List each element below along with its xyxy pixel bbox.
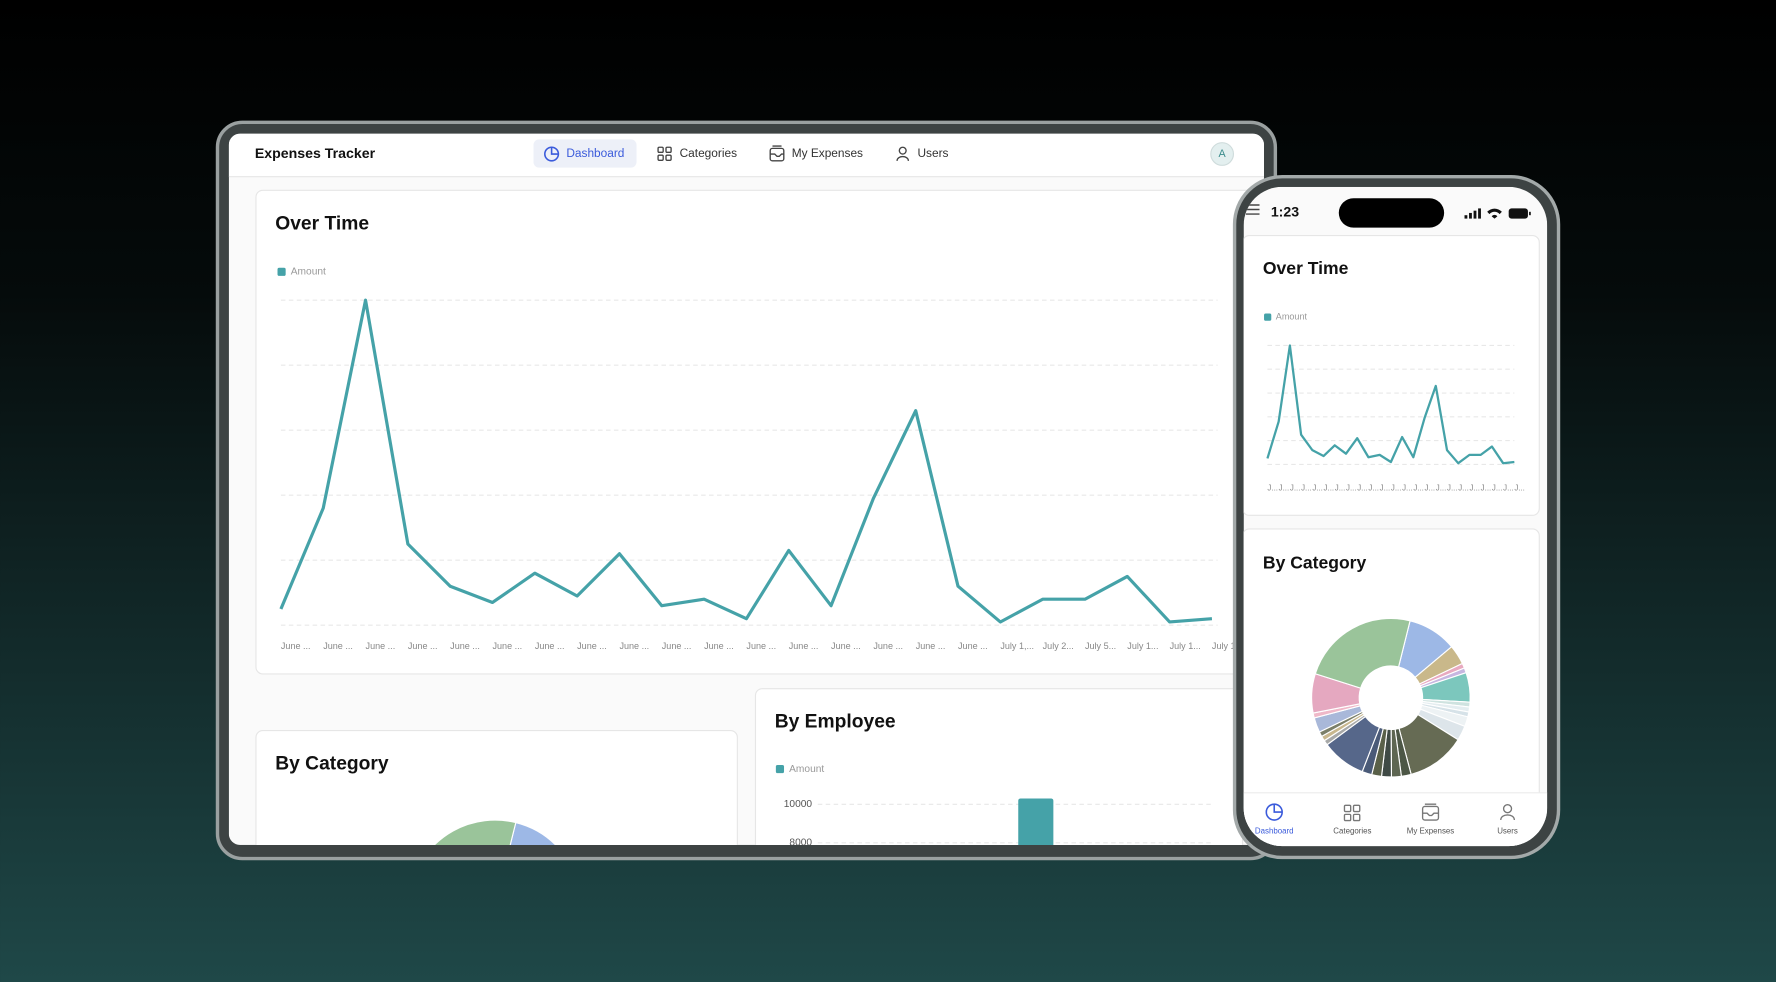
donut-slice bbox=[412, 819, 517, 845]
bottom-nav-label[interactable]: Categories bbox=[1333, 826, 1371, 835]
x-tick-label: June ... bbox=[873, 641, 903, 651]
y-tick-label: 10000 bbox=[784, 799, 813, 810]
x-tick-label: July 1,... bbox=[1000, 641, 1034, 651]
x-tick-label: J... bbox=[1290, 483, 1301, 492]
x-tick-label: June ... bbox=[746, 641, 776, 651]
nav-link[interactable]: Dashboard bbox=[566, 146, 624, 160]
x-tick-label: June ... bbox=[916, 641, 946, 651]
card bbox=[1243, 235, 1540, 516]
x-tick-label: J... bbox=[1514, 483, 1525, 492]
x-tick-label: J... bbox=[1391, 483, 1402, 492]
bottom-nav-label[interactable]: Dashboard bbox=[1255, 826, 1294, 835]
users-icon[interactable] bbox=[896, 146, 910, 161]
status-time: 1:23 bbox=[1271, 204, 1299, 220]
users-icon[interactable] bbox=[1500, 804, 1516, 821]
x-tick-label: J... bbox=[1279, 483, 1290, 492]
x-tick-label: June ... bbox=[366, 641, 396, 651]
legend-label: Amount bbox=[291, 267, 326, 278]
x-tick-label: June ... bbox=[831, 641, 861, 651]
donut-slice bbox=[1314, 617, 1411, 689]
card bbox=[255, 189, 1254, 675]
x-tick-label: J... bbox=[1357, 483, 1368, 492]
x-tick-label: J... bbox=[1469, 483, 1480, 492]
donut-slice bbox=[503, 821, 562, 845]
nav-link[interactable]: Categories bbox=[680, 146, 737, 160]
dashboard-icon[interactable] bbox=[1265, 803, 1283, 821]
legend-label: Amount bbox=[789, 764, 824, 775]
card-title: By Employee bbox=[775, 712, 896, 733]
x-tick-label: J... bbox=[1425, 483, 1436, 492]
card bbox=[1243, 528, 1540, 847]
categories-icon[interactable] bbox=[1343, 804, 1361, 822]
x-tick-label: June ... bbox=[493, 641, 523, 651]
card-title: By Category bbox=[1263, 553, 1367, 573]
line-series bbox=[1266, 344, 1515, 465]
avatar[interactable] bbox=[1210, 142, 1235, 166]
donut bbox=[1311, 617, 1471, 778]
x-tick-label: June ... bbox=[662, 641, 692, 651]
x-tick-label: J... bbox=[1503, 483, 1514, 492]
x-tick-label: J... bbox=[1436, 483, 1447, 492]
x-tick-label: J... bbox=[1335, 483, 1346, 492]
bottom-nav-label[interactable]: Users bbox=[1497, 826, 1518, 835]
x-tick-label: July 1... bbox=[1212, 641, 1243, 651]
x-tick-label: J... bbox=[1324, 483, 1335, 492]
x-tick-label: June ... bbox=[408, 641, 438, 651]
x-tick-label: June ... bbox=[281, 641, 311, 651]
x-tick-label: June ... bbox=[577, 641, 607, 651]
card bbox=[255, 729, 738, 845]
expenses-icon[interactable] bbox=[1421, 803, 1440, 821]
categories-icon[interactable] bbox=[657, 146, 672, 161]
x-tick-label: June ... bbox=[619, 641, 649, 651]
app-title: Expenses Tracker bbox=[255, 145, 376, 161]
legend-label: Amount bbox=[1276, 312, 1308, 322]
x-tick-label: July 2... bbox=[1043, 641, 1074, 651]
line-series bbox=[279, 298, 1213, 624]
x-tick-label: J... bbox=[1458, 483, 1469, 492]
bottom-nav-label[interactable]: My Expenses bbox=[1407, 826, 1455, 835]
phone-screen: 1:23 Over Time By Category Dashboard Cat… bbox=[1243, 186, 1548, 847]
nav-active-bg[interactable] bbox=[533, 139, 637, 168]
card-title: By Category bbox=[275, 754, 389, 775]
status-icons bbox=[1464, 208, 1531, 219]
y-tick-label: 8000 bbox=[789, 837, 812, 848]
x-tick-label: J... bbox=[1481, 483, 1492, 492]
x-tick-label: J... bbox=[1380, 483, 1391, 492]
legend-swatch bbox=[775, 764, 785, 774]
card-title: Over Time bbox=[1263, 258, 1349, 278]
x-tick-label: J... bbox=[1346, 483, 1357, 492]
avatar-letter[interactable]: A bbox=[1219, 148, 1227, 160]
legend-swatch bbox=[1264, 313, 1272, 321]
x-tick-label: J... bbox=[1301, 483, 1312, 492]
x-tick-label: J... bbox=[1312, 483, 1323, 492]
x-tick-label: June ... bbox=[323, 641, 353, 651]
x-tick-label: June ... bbox=[535, 641, 565, 651]
x-tick-label: June ... bbox=[704, 641, 734, 651]
dashboard-icon[interactable] bbox=[544, 146, 560, 162]
dynamic-island bbox=[1338, 198, 1445, 228]
nav-link[interactable]: My Expenses bbox=[792, 146, 863, 160]
x-tick-label: J... bbox=[1267, 483, 1278, 492]
top-bar bbox=[228, 133, 1265, 177]
x-tick-label: J... bbox=[1402, 483, 1413, 492]
x-tick-label: J... bbox=[1413, 483, 1424, 492]
nav-link[interactable]: Users bbox=[917, 146, 948, 160]
legend-swatch bbox=[277, 267, 286, 276]
x-tick-label: J... bbox=[1447, 483, 1458, 492]
x-tick-label: June ... bbox=[450, 641, 480, 651]
x-tick-label: J... bbox=[1492, 483, 1503, 492]
tablet-screen: Expenses Tracker Dashboard Categories My… bbox=[228, 133, 1265, 848]
x-tick-label: J... bbox=[1368, 483, 1379, 492]
x-tick-label: June ... bbox=[958, 641, 988, 651]
x-tick-label: July 5... bbox=[1085, 641, 1116, 651]
expenses-icon[interactable] bbox=[769, 145, 785, 162]
card-title: Over Time bbox=[275, 213, 369, 234]
x-tick-label: July 1... bbox=[1170, 641, 1201, 651]
bottom-nav bbox=[1243, 792, 1548, 847]
x-tick-label: June ... bbox=[789, 641, 819, 651]
x-tick-label: July 1... bbox=[1127, 641, 1158, 651]
